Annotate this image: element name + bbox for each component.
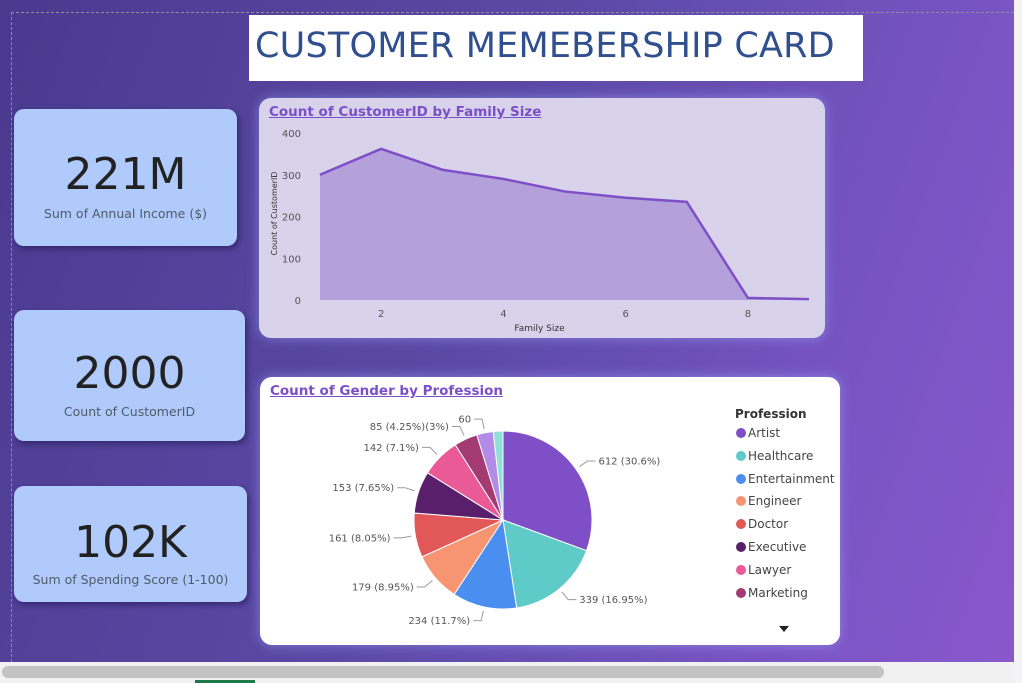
page-title: CUSTOMER MEMEBERSHIP CARD — [255, 26, 835, 66]
kpi-card-annual-income[interactable]: 221M Sum of Annual Income ($) — [14, 109, 237, 246]
legend-swatch — [736, 450, 746, 461]
legend-item[interactable]: Marketing — [736, 585, 808, 601]
slice-label: 60 — [458, 415, 471, 426]
pie-slice — [492, 430, 504, 521]
legend-swatch — [736, 587, 746, 598]
legend-swatch — [736, 564, 746, 575]
leader-line — [473, 610, 484, 622]
legend-label: Healthcare — [748, 448, 814, 463]
leader-line — [474, 418, 485, 430]
kpi-value: 221M — [64, 149, 187, 200]
slice-label: 612 (30.6%) — [598, 457, 660, 468]
slice-label: 85 (4.25%)(3%) — [370, 422, 449, 433]
legend-swatch — [736, 496, 746, 507]
leader-line — [561, 591, 577, 601]
sheet-tab-indicator — [195, 680, 255, 683]
area-chart-card[interactable]: Count of CustomerID by Family Size 0 100 2… — [259, 98, 825, 338]
legend-swatch — [736, 428, 746, 438]
kpi-label: Sum of Annual Income ($) — [43, 206, 208, 221]
kpi-value: 2000 — [73, 348, 186, 399]
leader-line — [393, 535, 412, 539]
leader-line — [451, 425, 465, 436]
legend-swatch — [736, 519, 746, 530]
legend-label: Executive — [748, 540, 807, 554]
slice-label: 179 (8.95%) — [352, 583, 414, 594]
area-chart-title: Count of CustomerID by Family Size — [269, 104, 542, 120]
legend-label: Artist — [748, 426, 781, 440]
kpi-card-customer-count[interactable]: 2000 Count of CustomerID — [14, 310, 245, 441]
kpi-label: Count of CustomerID — [63, 404, 196, 419]
x-tick-label: 2 — [378, 309, 384, 320]
leader-line — [578, 460, 596, 468]
legend-item[interactable]: Lawyer — [736, 562, 791, 578]
pie-chart: 612 (30.6%) 339 (16.95%) 234 (11.7%) 179 (8… — [329, 415, 661, 628]
legend-label: Doctor — [748, 517, 789, 532]
legend-item[interactable]: Artist — [736, 425, 780, 441]
area-line — [319, 147, 810, 301]
legend-label: Entertainment — [748, 471, 835, 486]
y-tick-label: 300 — [282, 171, 301, 182]
report-canvas — [11, 12, 1014, 662]
x-tick-label: 8 — [745, 309, 751, 320]
x-tick-label: 6 — [622, 309, 628, 320]
area-chart: 0 100 200 300 400 2 4 6 8 Family Size Count of Cus… — [270, 129, 810, 334]
legend-item[interactable]: Healthcare — [736, 448, 813, 464]
slice-label: 153 (7.65%) — [332, 483, 394, 494]
leader-line — [416, 580, 433, 588]
pie-chart-title: Count of Gender by Profession — [270, 383, 504, 399]
x-tick-label: 4 — [500, 309, 506, 320]
chevron-down-icon[interactable] — [779, 626, 789, 632]
pie-slice — [502, 519, 588, 609]
leader-line — [397, 487, 415, 492]
slice-label: 142 (7.1%) — [363, 443, 419, 454]
pie-slice — [502, 430, 593, 552]
pie-slice — [453, 518, 518, 610]
legend-swatch — [736, 542, 746, 552]
kpi-card-spending-score[interactable]: 102K Sum of Spending Score (1-100) — [14, 486, 247, 602]
legend-item[interactable]: Executive — [736, 539, 806, 555]
legend-swatch — [736, 473, 746, 484]
kpi-label: Sum of Spending Score (1-100) — [32, 572, 229, 587]
kpi-value: 102K — [74, 517, 187, 568]
title-box: CUSTOMER MEMEBERSHIP CARD — [249, 15, 863, 81]
slice-label: 234 (11.7%) — [408, 616, 470, 627]
y-tick-label: 100 — [282, 254, 301, 265]
x-axis-label: Family Size — [514, 324, 565, 334]
pie-chart-card[interactable]: Count of Gender by Profession 612 (30.6%… — [260, 377, 840, 645]
slice-label: 339 (16.95%) — [579, 595, 647, 606]
scrollbar-thumb[interactable] — [2, 666, 884, 678]
legend-title: Profession — [735, 407, 807, 421]
legend-label: Engineer — [748, 494, 802, 509]
legend-item[interactable]: Entertainment — [736, 471, 835, 487]
y-tick-label: 0 — [295, 296, 301, 307]
area-fill — [320, 148, 809, 300]
legend-label: Marketing — [748, 585, 808, 600]
window-edge — [1014, 0, 1022, 683]
y-tick-label: 400 — [282, 129, 301, 140]
slice-label: 161 (8.05%) — [329, 533, 391, 544]
y-axis-label: Count of CustomerID — [270, 172, 279, 256]
legend-item[interactable]: Doctor — [736, 516, 788, 532]
legend-label: Lawyer — [748, 562, 792, 577]
y-tick-label: 200 — [282, 213, 301, 224]
legend-item[interactable]: Engineer — [736, 493, 801, 509]
leader-line — [421, 446, 438, 455]
